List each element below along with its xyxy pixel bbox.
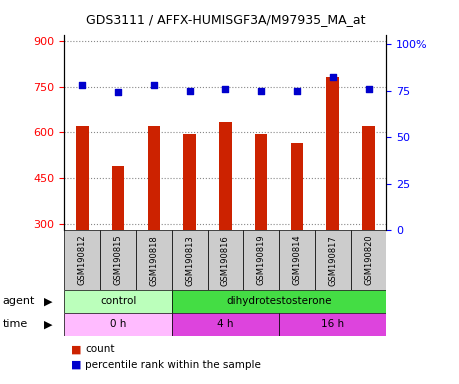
Bar [279, 313, 386, 336]
Text: GSM190820: GSM190820 [363, 235, 372, 285]
Bar [100, 230, 136, 290]
Text: GDS3111 / AFFX-HUMISGF3A/M97935_MA_at: GDS3111 / AFFX-HUMISGF3A/M97935_MA_at [85, 13, 364, 26]
Point [78, 82, 86, 88]
Bar [136, 230, 171, 290]
Text: ■: ■ [71, 360, 81, 370]
Point [185, 88, 193, 94]
Text: agent: agent [2, 296, 34, 306]
Bar [64, 230, 100, 290]
Text: ▶: ▶ [44, 296, 52, 306]
Bar [64, 290, 171, 313]
Text: GSM190816: GSM190816 [220, 235, 230, 286]
Bar [171, 230, 207, 290]
Text: GSM190813: GSM190813 [185, 235, 194, 286]
Text: dihydrotestosterone: dihydrotestosterone [226, 296, 331, 306]
Bar [76, 126, 89, 230]
Text: GSM190812: GSM190812 [78, 235, 87, 285]
Bar [183, 134, 196, 230]
Text: GSM190817: GSM190817 [328, 235, 336, 286]
Bar [207, 230, 243, 290]
Bar [64, 313, 171, 336]
Point [114, 89, 122, 96]
Bar [279, 230, 314, 290]
Text: count: count [85, 344, 114, 354]
Text: GSM190814: GSM190814 [292, 235, 301, 285]
Text: 0 h: 0 h [110, 319, 126, 329]
Bar [147, 126, 160, 230]
Text: time: time [2, 319, 28, 329]
Bar [290, 143, 302, 230]
Point [221, 86, 229, 92]
Point [328, 74, 336, 81]
Bar [326, 78, 338, 230]
Bar [112, 166, 124, 230]
Bar [254, 134, 267, 230]
Bar [350, 230, 386, 290]
Text: percentile rank within the sample: percentile rank within the sample [85, 360, 260, 370]
Bar [243, 230, 279, 290]
Text: 16 h: 16 h [320, 319, 343, 329]
Text: ■: ■ [71, 344, 81, 354]
Text: GSM190815: GSM190815 [113, 235, 122, 285]
Point [364, 86, 371, 92]
Point [257, 88, 264, 94]
Text: control: control [100, 296, 136, 306]
Point [293, 88, 300, 94]
Bar [362, 126, 374, 230]
Text: ▶: ▶ [44, 319, 52, 329]
Text: GSM190818: GSM190818 [149, 235, 158, 286]
Text: 4 h: 4 h [217, 319, 233, 329]
Bar [171, 313, 279, 336]
Bar [218, 122, 231, 230]
Text: GSM190819: GSM190819 [256, 235, 265, 285]
Bar [314, 230, 350, 290]
Point [150, 82, 157, 88]
Bar [171, 290, 386, 313]
